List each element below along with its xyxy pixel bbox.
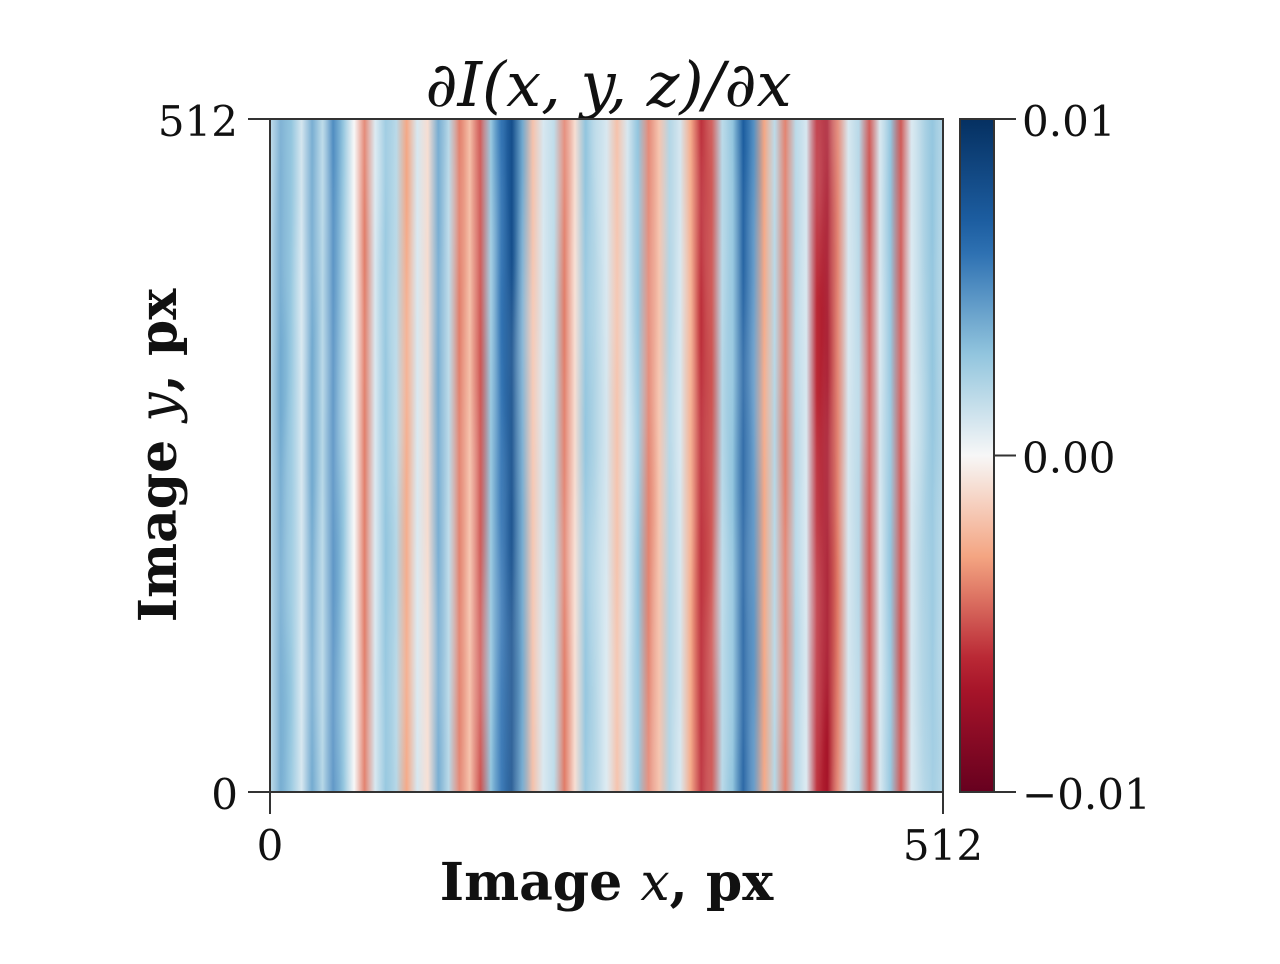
y-axis-label: Image y, px [128,288,189,623]
x-axis-label: Image x, px [440,852,774,913]
colorbar-tick-label: −0.01 [1022,770,1151,819]
chart-title: ∂I(x, y, z)/∂x [425,48,791,121]
colorbar-tick-label: 0.01 [1022,97,1116,146]
y-axis-label-suffix: , px [128,288,189,393]
heatmap-streak-texture [270,119,943,792]
x-tick-label: 512 [903,821,983,870]
x-axis-label-variable: x [640,853,669,913]
x-tick-label: 0 [257,821,284,870]
y-axis-ticks: 0 512 [158,97,270,819]
colorbar-ticks: 0.01 0.00 −0.01 [994,97,1151,819]
y-axis-label-variable: y [129,392,189,424]
colorbar-tick-label: 0.00 [1022,434,1116,483]
x-axis-label-suffix: , px [670,852,775,913]
colorbar-scale [959,118,995,793]
y-tick-label: 512 [158,97,238,146]
x-axis-label-prefix: Image [440,852,641,913]
plot-frame [269,118,944,793]
y-tick-label: 0 [211,770,238,819]
y-axis-label-prefix: Image [128,422,189,623]
x-axis-ticks: 0 512 [257,792,983,870]
heatmap-plot-area: 0 512 0 512 [158,97,983,870]
colorbar: 0.01 0.00 −0.01 [959,97,1151,819]
